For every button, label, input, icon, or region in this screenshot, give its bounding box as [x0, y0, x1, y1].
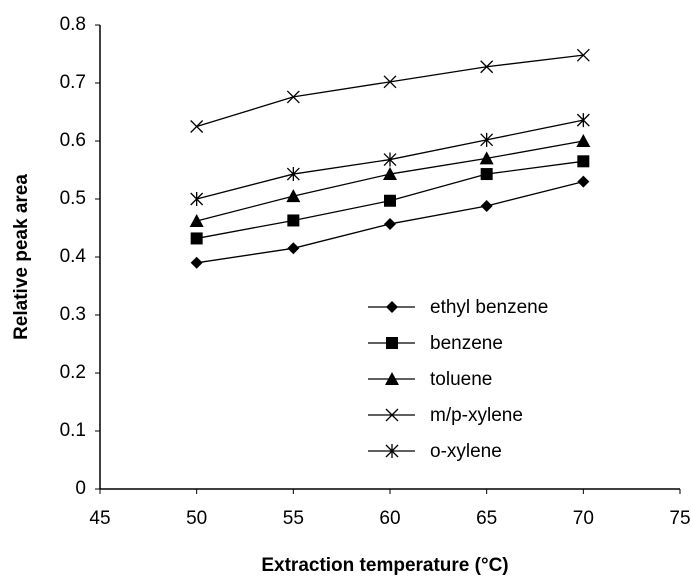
legend-marker: [386, 337, 398, 349]
y-tick-label: 0.1: [60, 420, 86, 441]
marker: [190, 256, 203, 269]
marker: [189, 214, 204, 228]
marker: [384, 217, 396, 230]
marker: [286, 189, 301, 203]
marker: [577, 175, 590, 188]
marker: [383, 75, 397, 89]
y-tick-label: 0.8: [60, 14, 86, 35]
y-tick-label: 0.5: [60, 188, 86, 209]
x-tick-label: 65: [476, 508, 497, 529]
legend-marker: [385, 408, 399, 422]
legend-label: ethyl benzene: [430, 297, 548, 318]
x-axis-title: Extraction temperature (°C): [261, 555, 508, 576]
marker: [287, 214, 300, 227]
marker: [576, 48, 590, 62]
marker: [287, 242, 300, 255]
x-tick-label: 50: [186, 508, 207, 529]
series-line: [196, 54, 584, 128]
x-tick-label: 75: [669, 508, 690, 529]
x-tick-label: 45: [89, 508, 110, 529]
y-tick-label: 0.3: [60, 304, 86, 325]
legend-marker: [386, 301, 398, 313]
marker: [479, 151, 494, 165]
marker: [480, 168, 493, 181]
marker: [286, 167, 300, 182]
legend-label: o-xylene: [430, 441, 502, 462]
legend-marker: [385, 372, 399, 385]
marker: [286, 90, 300, 104]
legend-label: m/p-xylene: [430, 405, 523, 426]
marker: [576, 113, 590, 128]
legend-marker: [385, 444, 399, 458]
y-axis-title: Relative peak area: [11, 174, 32, 340]
x-tick-label: 55: [283, 508, 304, 529]
marker: [190, 120, 204, 133]
marker: [190, 232, 203, 245]
x-tick-label: 60: [379, 508, 400, 529]
x-tick-label: 70: [573, 508, 594, 529]
marker: [383, 167, 397, 181]
marker: [383, 152, 397, 167]
legend-label: toluene: [430, 369, 492, 390]
y-tick-label: 0: [75, 478, 86, 499]
marker: [576, 134, 591, 147]
marker: [480, 60, 494, 74]
y-tick-label: 0.4: [60, 246, 87, 267]
y-tick-label: 0.7: [60, 72, 86, 93]
y-tick-label: 0.6: [60, 130, 86, 151]
marker: [577, 155, 590, 168]
legend-label: benzene: [430, 333, 503, 354]
marker: [190, 192, 204, 206]
marker: [480, 132, 494, 147]
marker: [384, 194, 396, 207]
marker: [480, 199, 493, 212]
y-tick-label: 0.2: [60, 362, 86, 383]
